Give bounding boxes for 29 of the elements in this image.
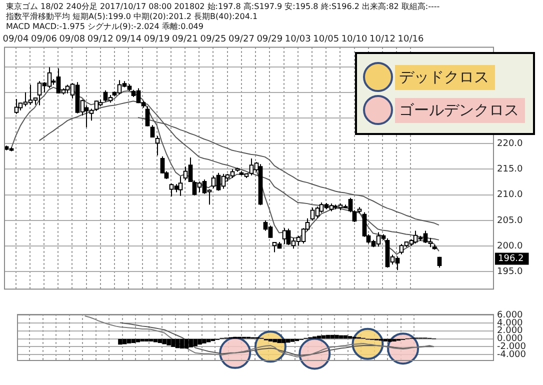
x-tick-label: 09/04 [2, 34, 29, 45]
x-tick-label: 09/12 [87, 34, 114, 45]
x-tick-label: 10/05 [313, 34, 340, 45]
y-tick-label: 200.0 [497, 241, 524, 252]
x-tick-label: 09/08 [59, 34, 86, 45]
y-tick-label: 210.0 [497, 190, 524, 200]
y-tick-label: 195.0 [497, 267, 524, 278]
x-tick-label: 09/27 [228, 34, 254, 45]
y-tick-label: 205.0 [497, 216, 524, 226]
y-tick-label: 220.0 [497, 138, 524, 149]
y-tick-label: 215.0 [497, 164, 524, 175]
text: 196.2 [498, 254, 524, 264]
text: MACD MACD:-1.975 シグナル(9):-2.024 乖離:0.049 [6, 22, 204, 32]
x-tick-label: 09/06 [31, 34, 58, 45]
x-tick-label: 10/10 [341, 34, 368, 45]
x-tick-label: 09/25 [200, 34, 226, 45]
y-tick-label: -4.000 [497, 350, 526, 360]
y-tick-label: -2.000 [497, 342, 526, 352]
x-tick-label: 09/29 [256, 34, 283, 45]
chart-subtitle: 指数平滑移動平均 短期A(5):199.0 中期(20):201.2 長期B(40):204.1 [6, 12, 259, 22]
x-tick-label: 10/12 [370, 34, 396, 45]
x-tick-label: 09/19 [144, 34, 170, 45]
x-tick-label: 10/16 [398, 34, 424, 45]
x-tick-label: 09/14 [116, 34, 142, 45]
legend-label: デッドクロス [395, 64, 495, 90]
x-tick-label: 09/21 [172, 34, 198, 45]
legend-label: ゴールデンクロス [395, 98, 525, 122]
x-tick-label: 10/03 [284, 34, 311, 45]
chart-title: 東京ゴム 18/02 240分足 2017/10/17 08:00 201802 始:197.8 高:S197.9 安:195.8 終:S196.2 出来高:82 取組高:---- [6, 2, 440, 12]
